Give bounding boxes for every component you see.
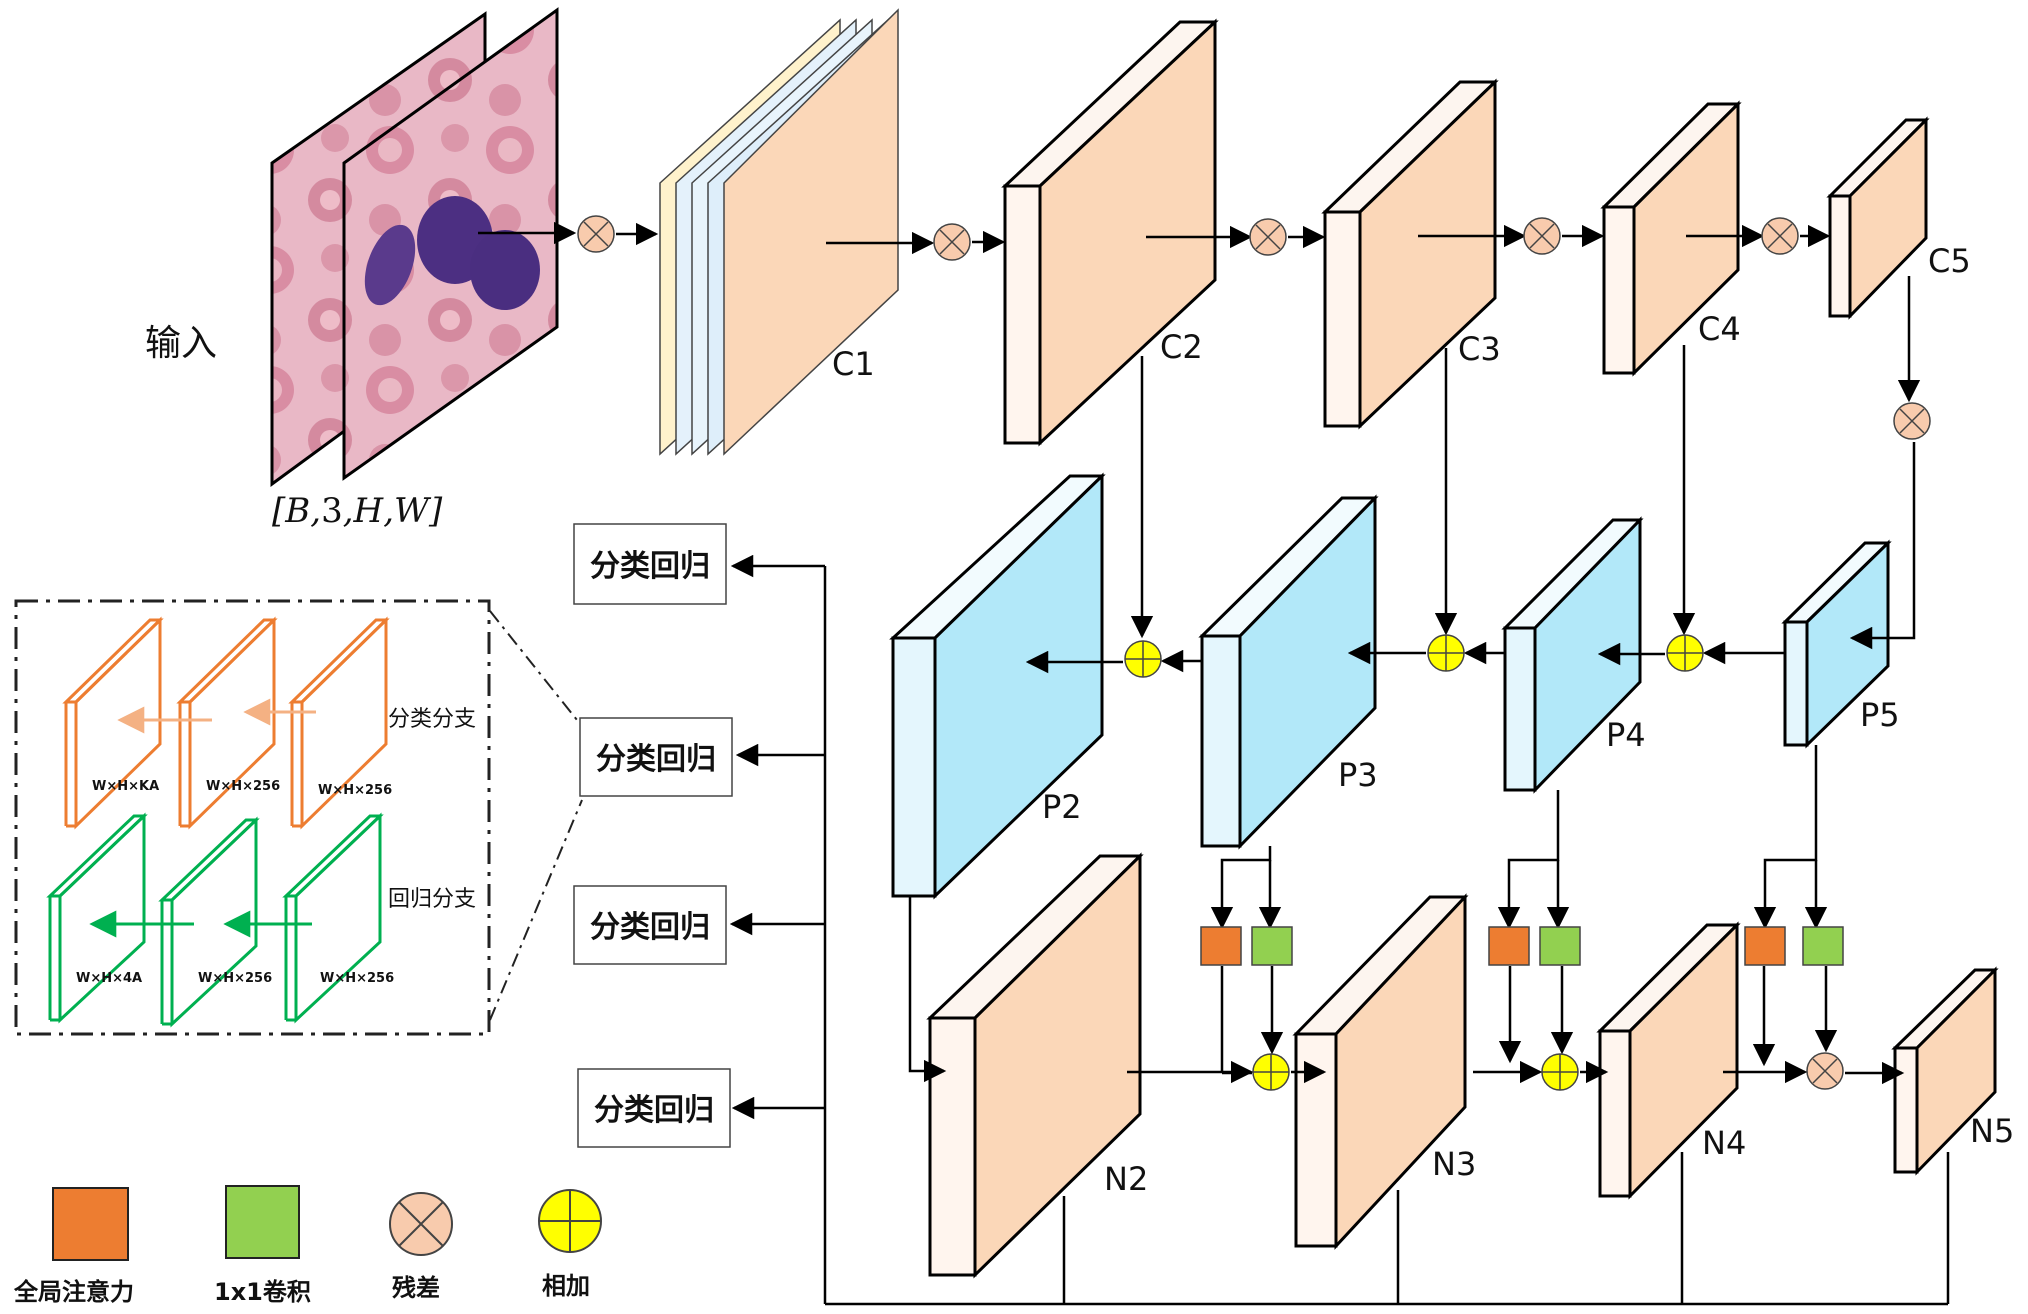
legend-residual-label: 残差 (392, 1274, 440, 1302)
cls-mid-dim: W×H×256 (206, 779, 280, 794)
p5-label: P5 (1860, 696, 1900, 734)
c4-label: C4 (1698, 310, 1741, 348)
head-box-2: 分类回归 (579, 717, 733, 797)
legend: 全局注意力 1x1卷积 残差 相加 (13, 1185, 602, 1306)
add-icon (1124, 640, 1162, 678)
p5-block (1781, 539, 1892, 749)
reg-branch-label: 回归分支 (388, 887, 476, 912)
attention-square (1200, 926, 1242, 966)
n4-label: N4 (1702, 1124, 1746, 1162)
c3-block (1321, 78, 1499, 430)
legend-attention-swatch (52, 1187, 129, 1261)
p3-label: P3 (1338, 756, 1378, 794)
input-images (270, 7, 559, 487)
attention-square (1488, 926, 1530, 966)
c2-block (1001, 18, 1219, 447)
head-connectors (729, 554, 1950, 1306)
add-icon (1666, 634, 1704, 672)
cell-nucleus (364, 224, 416, 306)
c3-label: C3 (1458, 330, 1501, 368)
conv-square (1539, 926, 1581, 966)
c5-block (1826, 116, 1930, 320)
n4-block (1596, 921, 1741, 1200)
p2-label: P2 (1042, 788, 1082, 826)
attention-square (1744, 926, 1786, 966)
att-conv-units (1200, 926, 1844, 966)
detail-inset: W×H×KA W×H×256 W×H×256 分类分支 W×H×4A W×H×2… (14, 599, 583, 1036)
legend-conv-label: 1x1卷积 (214, 1278, 311, 1306)
c4-block (1600, 100, 1742, 377)
residual-nodes (577, 215, 1931, 1090)
p2-block (889, 472, 1106, 900)
p4-block (1501, 516, 1644, 794)
cls-in-dim: W×H×256 (318, 783, 392, 798)
head-label: 分类回归 (596, 742, 716, 777)
reg-out-dim: W×H×4A (76, 971, 142, 986)
head-box-3: 分类回归 (573, 885, 727, 965)
head-label: 分类回归 (590, 549, 710, 584)
reg-mid-dim: W×H×256 (198, 971, 272, 986)
n2-block (926, 852, 1144, 1279)
conv-square (1251, 926, 1293, 966)
residual-icon (389, 1192, 453, 1256)
n5-label: N5 (1970, 1112, 2014, 1150)
residual-icon (1806, 1052, 1844, 1090)
c5-label: C5 (1928, 242, 1971, 280)
head-label: 分类回归 (594, 1093, 714, 1128)
p4-label: P4 (1606, 716, 1646, 754)
reg-in-dim: W×H×256 (320, 971, 394, 986)
add-icon (1541, 1053, 1579, 1091)
residual-icon (577, 215, 615, 253)
add-icon (1252, 1053, 1290, 1091)
head-box-1: 分类回归 (573, 523, 727, 605)
p3-block (1198, 494, 1379, 850)
c2-label: C2 (1160, 328, 1203, 366)
bottom-up-arrows (908, 745, 1905, 1085)
head-box-4: 分类回归 (577, 1068, 731, 1148)
top-row-arrows (478, 221, 1921, 674)
add-icon (1427, 634, 1465, 672)
n3-block (1292, 893, 1469, 1250)
c1-face (723, 8, 899, 456)
cell-nucleus (470, 230, 540, 310)
residual-icon (1761, 217, 1799, 255)
c1-block (659, 8, 899, 456)
c1-label: C1 (832, 345, 875, 383)
residual-icon (1893, 402, 1931, 440)
n2-label: N2 (1104, 1160, 1148, 1198)
residual-icon (1249, 218, 1287, 256)
cls-out-dim: W×H×KA (92, 779, 159, 794)
conv-square (1802, 926, 1844, 966)
residual-icon (1523, 217, 1561, 255)
input-label: 输入 (145, 323, 217, 364)
legend-add-label: 相加 (542, 1272, 590, 1300)
add-nodes (1124, 634, 1704, 1091)
cls-branch-label: 分类分支 (388, 707, 476, 732)
legend-attention-label: 全局注意力 (13, 1278, 134, 1306)
cls-branch-planes (62, 616, 390, 830)
n3-label: N3 (1432, 1145, 1476, 1183)
head-label: 分类回归 (590, 910, 710, 945)
residual-icon (933, 223, 971, 261)
reg-branch-planes (46, 812, 384, 1028)
legend-conv-swatch (225, 1185, 300, 1259)
input-shape: [B,3,H,W] (272, 491, 443, 531)
add-icon (538, 1189, 602, 1253)
